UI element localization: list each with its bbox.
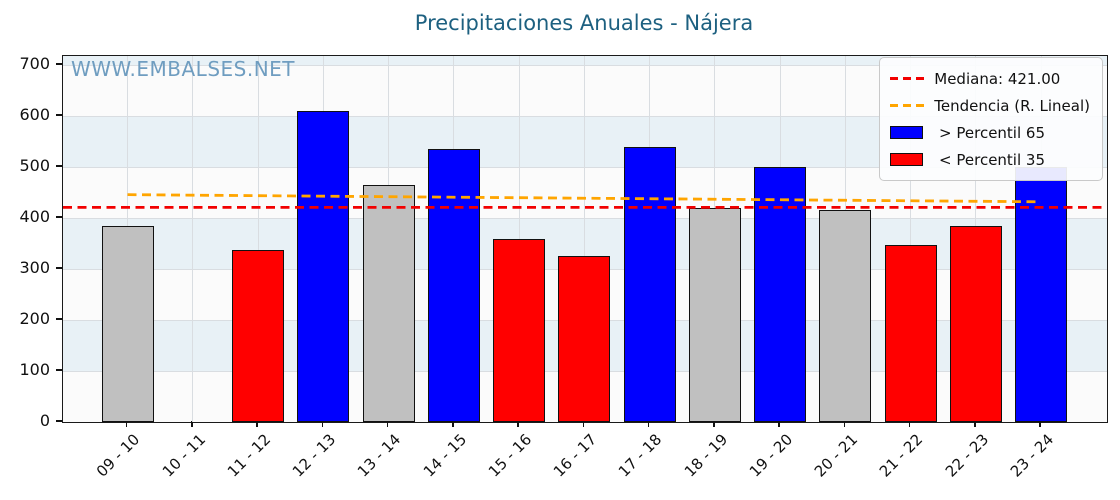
bar-12-13 — [297, 111, 350, 422]
x-tick-label: 17 - 18 — [615, 430, 666, 481]
y-tick-mark — [56, 318, 62, 320]
bar-15-16 — [493, 238, 545, 422]
bar-22-23 — [949, 225, 1002, 422]
x-tick-mark — [778, 421, 780, 427]
y-tick-mark — [56, 63, 62, 65]
bar-17-18 — [623, 147, 676, 422]
gridline-horizontal — [63, 218, 1107, 220]
y-tick-mark — [56, 420, 62, 422]
x-tick-label: 16 - 17 — [549, 430, 601, 481]
x-tick-mark — [452, 421, 454, 427]
background-band — [63, 56, 1107, 66]
x-tick-label: 09 - 10 — [93, 430, 144, 481]
red-patch-icon — [890, 153, 924, 166]
x-tick-label: 21 - 22 — [876, 430, 927, 481]
x-tick-label: 22 - 23 — [941, 430, 992, 481]
legend: Mediana: 421.00 Tendencia (R. Lineal) > … — [879, 57, 1103, 181]
x-tick-mark — [256, 421, 258, 427]
x-tick-label: 20 - 21 — [810, 430, 862, 481]
dashed-line-icon — [890, 104, 925, 107]
x-tick-mark — [321, 421, 323, 427]
x-tick-mark — [517, 421, 519, 427]
x-tick-mark — [713, 421, 715, 427]
bar-19-20 — [754, 167, 806, 422]
bar-13-14 — [362, 184, 415, 422]
x-tick-mark — [843, 421, 845, 427]
y-tick-label: 200 — [19, 309, 50, 329]
legend-label-percentil-65: > Percentil 65 — [934, 123, 1046, 142]
gridline-vertical — [257, 56, 259, 422]
y-tick-label: 700 — [19, 54, 50, 74]
x-tick-label: 18 - 19 — [680, 430, 731, 481]
gridline-vertical — [192, 56, 194, 422]
dashed-line-icon — [890, 77, 925, 80]
x-tick-label: 15 - 16 — [484, 430, 536, 481]
y-tick-mark — [56, 165, 62, 167]
x-tick-mark — [125, 421, 128, 427]
bar-11-12 — [232, 249, 284, 422]
legend-item-tendencia: Tendencia (R. Lineal) — [890, 93, 1090, 118]
x-tick-mark — [974, 421, 976, 427]
watermark: WWW.EMBALSES.NET — [71, 57, 296, 81]
y-tick-label: 500 — [19, 156, 50, 176]
x-tick-mark — [908, 421, 911, 427]
bar-23-24 — [1015, 167, 1067, 422]
bar-16-17 — [558, 256, 611, 422]
x-tick-label: 23 - 24 — [1006, 430, 1058, 481]
y-tick-label: 600 — [19, 105, 50, 125]
bar-20-21 — [819, 209, 872, 422]
x-tick-label: 11 - 12 — [223, 430, 275, 481]
legend-label-tendencia: Tendencia (R. Lineal) — [934, 96, 1090, 115]
bar-21-22 — [884, 245, 937, 422]
blue-patch-icon — [890, 126, 924, 139]
y-tick-mark — [56, 369, 62, 371]
gridline-vertical — [583, 56, 585, 422]
x-tick-mark — [191, 421, 193, 427]
y-tick-label: 0 — [39, 411, 50, 430]
x-tick-mark — [582, 421, 584, 427]
x-tick-label: 10 - 11 — [158, 430, 209, 481]
x-tick-label: 13 - 14 — [354, 430, 405, 481]
legend-item-percentil-35: < Percentil 35 — [890, 147, 1090, 172]
x-tick-label: 14 - 15 — [419, 430, 470, 481]
x-tick-label: 19 - 20 — [745, 430, 797, 481]
y-tick-mark — [56, 216, 62, 218]
bar-14-15 — [427, 149, 480, 422]
bar-09-10 — [101, 225, 154, 422]
x-tick-mark — [647, 421, 650, 427]
x-tick-mark — [386, 421, 389, 427]
gridline-horizontal — [63, 167, 1107, 169]
y-tick-label: 100 — [19, 360, 50, 380]
x-tick-mark — [1039, 421, 1041, 427]
x-tick-label: 12 - 13 — [288, 430, 340, 481]
chart-title: Precipitaciones Anuales - Nájera — [414, 11, 754, 35]
gridline-horizontal — [63, 116, 1107, 118]
bar-18-19 — [688, 207, 741, 422]
y-tick-label: 400 — [19, 207, 50, 227]
gridline-vertical — [910, 56, 911, 422]
gridline-horizontal — [63, 65, 1107, 67]
legend-item-mediana: Mediana: 421.00 — [890, 66, 1090, 91]
y-tick-label: 300 — [19, 258, 50, 278]
legend-item-percentil-65: > Percentil 65 — [890, 120, 1090, 145]
y-tick-mark — [56, 267, 62, 269]
y-tick-mark — [56, 114, 62, 116]
legend-label-percentil-35: < Percentil 35 — [934, 150, 1046, 169]
legend-label-mediana: Mediana: 421.00 — [934, 69, 1061, 88]
